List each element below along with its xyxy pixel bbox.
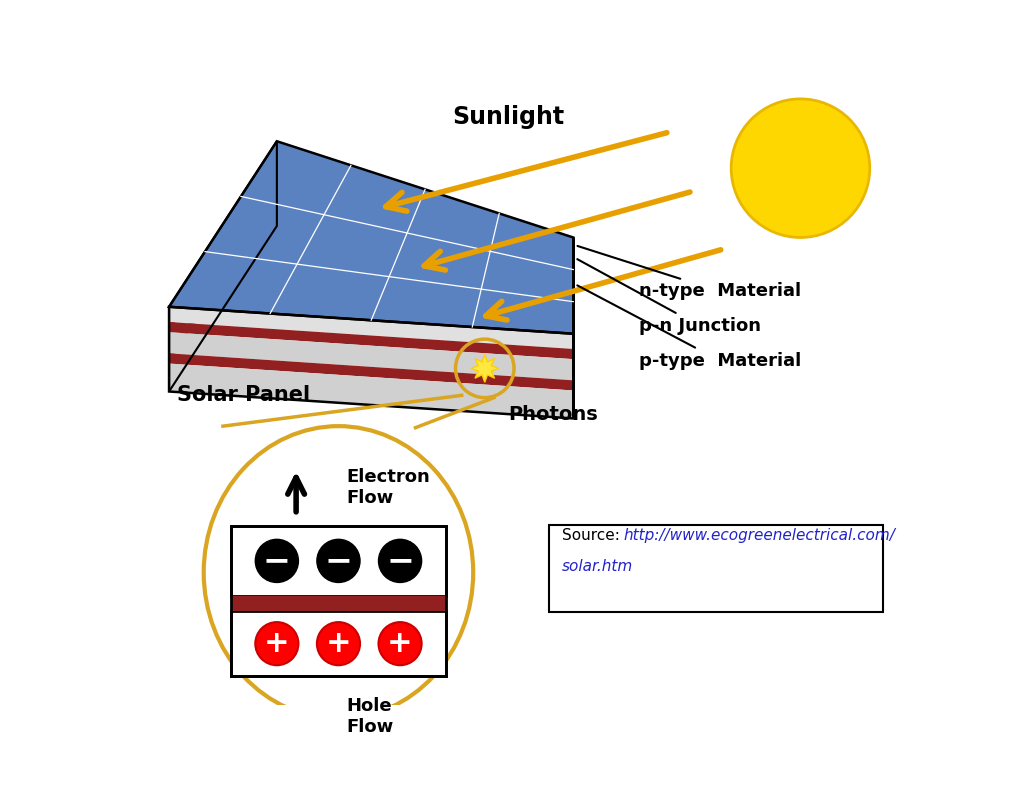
- Text: −: −: [263, 544, 291, 577]
- Circle shape: [379, 539, 422, 582]
- Polygon shape: [169, 198, 276, 391]
- Circle shape: [316, 622, 360, 665]
- Polygon shape: [169, 166, 276, 353]
- Polygon shape: [169, 141, 276, 322]
- Text: −: −: [325, 544, 352, 577]
- Text: Sunlight: Sunlight: [452, 105, 564, 128]
- Text: Hole
Flow: Hole Flow: [346, 697, 393, 736]
- Text: +: +: [326, 629, 351, 658]
- Text: −: −: [386, 544, 414, 577]
- Text: +: +: [264, 629, 290, 658]
- Circle shape: [731, 99, 869, 238]
- Ellipse shape: [204, 426, 473, 719]
- Text: Photons: Photons: [508, 406, 598, 425]
- Polygon shape: [169, 322, 573, 359]
- Circle shape: [255, 539, 298, 582]
- Text: Source:: Source:: [562, 528, 625, 543]
- Text: +: +: [387, 629, 413, 658]
- Text: p-n Junction: p-n Junction: [578, 259, 761, 335]
- Polygon shape: [169, 307, 573, 349]
- Text: solar.htm: solar.htm: [562, 559, 633, 574]
- Polygon shape: [169, 157, 276, 332]
- Circle shape: [255, 622, 298, 665]
- Text: p-type  Material: p-type Material: [578, 285, 801, 370]
- Polygon shape: [169, 188, 276, 364]
- Text: n-type  Material: n-type Material: [578, 246, 801, 300]
- FancyBboxPatch shape: [549, 525, 883, 612]
- Circle shape: [379, 622, 422, 665]
- FancyBboxPatch shape: [230, 596, 446, 611]
- Text: Electron
Flow: Electron Flow: [346, 468, 430, 507]
- Circle shape: [316, 539, 360, 582]
- Polygon shape: [169, 364, 573, 418]
- Text: Solar Panel: Solar Panel: [177, 386, 310, 406]
- Polygon shape: [169, 332, 573, 380]
- Polygon shape: [169, 141, 573, 333]
- FancyBboxPatch shape: [230, 611, 446, 676]
- Polygon shape: [169, 353, 573, 390]
- FancyBboxPatch shape: [230, 526, 446, 596]
- Text: http://www.ecogreenelectrical.com/: http://www.ecogreenelectrical.com/: [624, 528, 895, 543]
- Polygon shape: [471, 355, 499, 383]
